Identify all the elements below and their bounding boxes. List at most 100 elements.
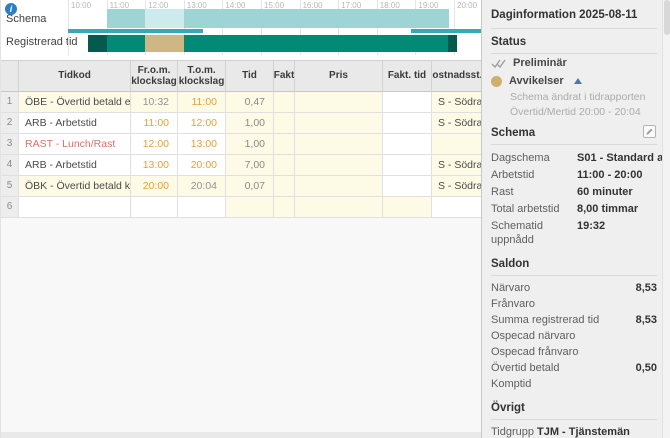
timeline-tick-label: 18:00 <box>379 1 400 10</box>
cell-kostnad[interactable]: S - Södra <box>432 155 482 176</box>
saldo-row: Ospecad frånvaro <box>491 344 657 360</box>
cell-to[interactable] <box>178 197 226 218</box>
main-area: i Schema Registrerad tid 10:00 11:00 12:00… <box>0 0 483 438</box>
cell-tid[interactable]: 7,00 <box>226 155 274 176</box>
saldo-label: Frånvaro <box>491 297 536 310</box>
cell-fakt[interactable] <box>274 113 295 134</box>
schema-info-rows: Dagschema S01 - Standard arb... Arbetstid 1… <box>491 145 670 251</box>
schema-info-value: 60 minuter <box>577 185 633 198</box>
cell-tid[interactable]: 0,07 <box>226 176 274 197</box>
cell-kostnad[interactable] <box>432 197 482 218</box>
header-tidkod: Tidkod <box>19 60 131 92</box>
cell-from[interactable]: 11:00 <box>131 113 178 134</box>
cell-to[interactable]: 20:04 <box>178 176 226 197</box>
schema-underline-segment <box>68 29 204 33</box>
header-to: T.o.m. klockslag <box>178 60 226 92</box>
saldo-label: Komptid <box>491 377 532 390</box>
cell-from[interactable]: 13:00 <box>131 155 178 176</box>
status-avvikelser[interactable]: Avvikelser <box>491 72 657 90</box>
cell-num: 1 <box>1 92 19 113</box>
saldo-row: Frånvaro <box>491 296 657 312</box>
registered-time-segment <box>106 35 146 52</box>
info-icon[interactable]: i <box>5 3 17 15</box>
cell-to[interactable]: 11:00 <box>178 92 226 113</box>
cell-num: 5 <box>1 176 19 197</box>
cell-to[interactable]: 12:00 <box>178 113 226 134</box>
cell-tid[interactable] <box>226 197 274 218</box>
timeline-tick-label: 17:00 <box>341 1 362 10</box>
cell-tidkod[interactable]: RAST - Lunch/Rast <box>19 134 131 155</box>
timeline-tick-label: 14:00 <box>225 1 246 10</box>
cell-from[interactable]: 10:32 <box>131 92 178 113</box>
edit-icon[interactable] <box>643 125 656 138</box>
cell-tid[interactable]: 1,00 <box>226 113 274 134</box>
timeline-row-label-registrerad-tid: Registrerad tid <box>6 36 78 48</box>
schema-info-label: Dagschema <box>491 151 550 164</box>
cell-fakt_tid[interactable] <box>383 134 432 155</box>
cell-kostnad[interactable]: S - Södra <box>432 176 482 197</box>
header-num <box>1 60 19 92</box>
timeline-tick-label: 19:00 <box>418 1 439 10</box>
saldo-label: Övertid betald <box>491 361 560 374</box>
cell-from[interactable]: 20:00 <box>131 176 178 197</box>
cell-tid[interactable]: 0,47 <box>226 92 274 113</box>
cell-fakt[interactable] <box>274 134 295 155</box>
cell-pris[interactable] <box>295 176 383 197</box>
cell-tidkod[interactable]: ARB - Arbetstid <box>19 155 131 176</box>
horizontal-scrollbar[interactable] <box>1 432 482 438</box>
saldo-value: 8,53 <box>635 313 657 326</box>
cell-tidkod[interactable]: ÖBK - Övertid betald k ... <box>19 176 131 197</box>
collapse-triangle-icon[interactable] <box>573 78 582 84</box>
header-fakt: Fakt <box>274 60 295 92</box>
cell-fakt_tid[interactable] <box>383 113 432 134</box>
cell-tidkod[interactable]: ARB - Arbetstid <box>19 113 131 134</box>
table-row: 3 RAST - Lunch/Rast 12:00 13:00 1,00 <box>1 134 482 155</box>
cell-from[interactable] <box>131 197 178 218</box>
cell-tidkod[interactable]: ÖBE - Övertid betald e ... <box>19 92 131 113</box>
cell-num: 6 <box>1 197 19 218</box>
cell-to[interactable]: 20:00 <box>178 155 226 176</box>
schema-info-row: Rast 60 minuter <box>491 183 657 200</box>
header-kostnad: Kostnadsst... <box>432 60 482 92</box>
header-from: Fr.o.m. klockslag <box>131 60 178 92</box>
cell-fakt[interactable] <box>274 155 295 176</box>
timeline-tick-label: 13:00 <box>186 1 207 10</box>
cell-fakt[interactable] <box>274 197 295 218</box>
timeline-row-label-schema: Schema <box>6 13 47 25</box>
cell-kostnad[interactable]: S - Södra <box>432 92 482 113</box>
cell-fakt_tid[interactable] <box>383 155 432 176</box>
cell-to[interactable]: 13:00 <box>178 134 226 155</box>
cell-num: 3 <box>1 134 19 155</box>
cell-pris[interactable] <box>295 134 383 155</box>
table-row: 5 ÖBK - Övertid betald k ... 20:00 20:04 0,0… <box>1 176 482 197</box>
vertical-scrollbar-thumb[interactable] <box>664 0 670 35</box>
saldo-row: Övertid betald 0,50 <box>491 360 657 376</box>
schema-info-value: S01 - Standard arb... <box>577 151 670 164</box>
cell-kostnad[interactable] <box>432 134 482 155</box>
schema-info-label: Arbetstid <box>491 168 535 181</box>
table-row: 4 ARB - Arbetstid 13:00 20:00 7,00 S - Södra <box>1 155 482 176</box>
cell-from[interactable]: 12:00 <box>131 134 178 155</box>
cell-fakt_tid[interactable] <box>383 92 432 113</box>
vertical-scrollbar[interactable] <box>662 0 670 438</box>
cell-tid[interactable]: 1,00 <box>226 134 274 155</box>
cell-pris[interactable] <box>295 92 383 113</box>
cell-tidkod[interactable] <box>19 197 131 218</box>
schema-info-value: 19:32 <box>577 219 606 232</box>
cell-pris[interactable] <box>295 113 383 134</box>
cell-fakt_tid[interactable] <box>383 197 432 218</box>
table-row: 2 ARB - Arbetstid 11:00 12:00 1,00 S - Södra <box>1 113 482 134</box>
cell-pris[interactable] <box>295 197 383 218</box>
cell-kostnad[interactable]: S - Södra <box>432 113 482 134</box>
saldo-label: Ospecad närvaro <box>491 329 576 342</box>
schema-bar-segment <box>183 9 449 28</box>
status-detail: Schema ändrat i tidrapporten <box>510 91 646 103</box>
table-row: 6 <box>1 197 482 218</box>
cell-fakt_tid[interactable] <box>383 176 432 197</box>
cell-pris[interactable] <box>295 155 383 176</box>
cell-fakt[interactable] <box>274 176 295 197</box>
status-label: Preliminär <box>513 57 567 69</box>
cell-fakt[interactable] <box>274 92 295 113</box>
tidgrupp-value: TJM - Tjänstemän <box>537 426 630 438</box>
saldo-row: Närvaro 8,53 <box>491 280 657 296</box>
